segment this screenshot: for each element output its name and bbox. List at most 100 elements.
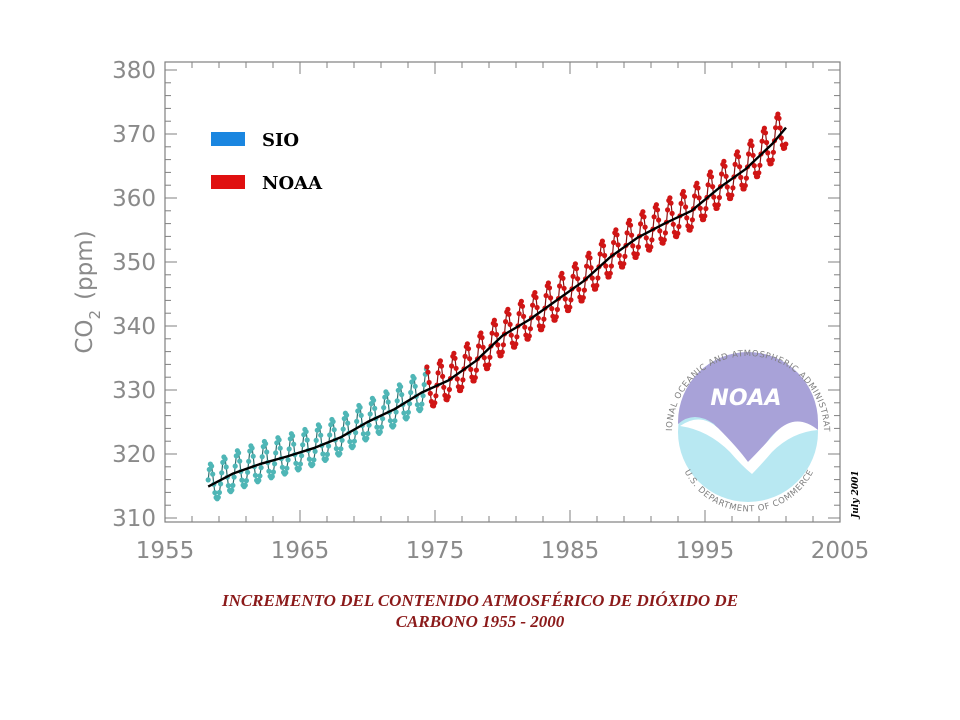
noaa-data-point: [535, 315, 541, 321]
noaa-data-point: [735, 154, 742, 160]
noaa-data-point: [580, 295, 586, 301]
noaa-data-point: [562, 296, 568, 302]
caption-line-2: CARBONO 1955 - 2000: [395, 612, 565, 631]
noaa-data-point: [711, 194, 717, 200]
noaa-data-point: [445, 394, 451, 400]
noaa-data-point: [530, 302, 536, 308]
noaa-data-point: [676, 223, 682, 230]
noaa-data-point: [573, 266, 580, 272]
sio-data-point: [290, 433, 296, 439]
noaa-data-point: [696, 195, 702, 201]
noaa-data-point: [440, 373, 446, 379]
sio-data-point: [371, 397, 377, 403]
sio-data-point: [411, 375, 417, 381]
noaa-data-point: [516, 311, 522, 317]
noaa-data-point: [716, 194, 723, 201]
y-axis-label-unit: (ppm): [72, 230, 98, 300]
noaa-data-point: [776, 115, 782, 121]
noaa-data-point: [684, 215, 690, 221]
noaa-data-point: [722, 163, 728, 169]
noaa-data-point: [616, 252, 622, 259]
sio-data-point: [297, 461, 303, 467]
sio-data-point: [243, 478, 249, 484]
noaa-data-point: [681, 194, 688, 200]
sio-data-point: [272, 461, 278, 467]
noaa-data-point: [692, 193, 698, 199]
noaa-data-point: [561, 285, 567, 291]
y-axis-label: CO2 (ppm): [72, 230, 104, 353]
sio-data-point: [245, 469, 251, 475]
y-axis-label-sub: 2: [86, 310, 104, 320]
sio-data-point: [284, 465, 290, 471]
noaa-data-point: [750, 152, 756, 158]
sio-data-point: [222, 456, 228, 462]
noaa-data-point: [559, 270, 565, 276]
sio-data-point: [212, 490, 218, 496]
sio-data-point: [333, 446, 339, 452]
noaa-data-point: [778, 135, 784, 141]
noaa-data-point: [621, 261, 627, 267]
noaa-data-point: [648, 244, 654, 250]
noaa-data-point: [668, 200, 674, 206]
noaa-data-point: [548, 295, 554, 301]
noaa-data-point: [438, 363, 445, 369]
noaa-data-point: [489, 330, 495, 336]
noaa-data-point: [730, 185, 736, 191]
sio-data-point: [401, 410, 407, 416]
sio-data-point: [354, 418, 360, 424]
sio-data-point: [230, 482, 236, 488]
noaa-data-point: [614, 232, 620, 238]
noaa-data-point: [602, 252, 608, 259]
sio-data-point: [313, 437, 319, 443]
noaa-data-point: [656, 217, 662, 223]
sio-data-point: [391, 422, 397, 429]
noaa-data-point: [626, 217, 633, 223]
sio-data-point: [345, 420, 351, 426]
figure-caption: INCREMENTO DEL CONTENIDO ATMOSFÉRICO DE …: [0, 590, 960, 632]
noaa-data-point: [526, 333, 532, 339]
noaa-data-point: [473, 367, 479, 373]
x-tick-label: 1995: [676, 538, 735, 564]
noaa-data-point: [635, 244, 642, 250]
noaa-data-point: [519, 303, 526, 309]
date-stamp: July 2001: [851, 470, 861, 520]
noaa-data-point: [721, 158, 727, 164]
sio-data-point: [320, 451, 326, 457]
sio-data-point: [387, 418, 393, 424]
noaa-data-point: [594, 282, 600, 289]
noaa-data-point: [480, 344, 486, 350]
noaa-data-point: [553, 314, 559, 320]
noaa-data-point: [640, 209, 646, 215]
noaa-data-point: [683, 204, 689, 210]
noaa-data-point: [459, 384, 465, 390]
noaa-data-point: [629, 232, 635, 238]
sio-data-point: [398, 384, 404, 390]
y-tick-label: 310: [112, 506, 156, 532]
noaa-data-point: [453, 365, 459, 371]
sio-data-point: [266, 468, 272, 474]
noaa-data-point: [654, 207, 661, 213]
noaa-data-point: [743, 175, 750, 181]
sio-data-point: [318, 432, 324, 438]
noaa-data-point: [540, 323, 546, 329]
sio-data-point: [393, 409, 399, 415]
caption-line-1: INCREMENTO DEL CONTENIDO ATMOSFÉRICO DE …: [221, 591, 739, 610]
sio-data-point: [237, 458, 243, 464]
sio-data-point: [215, 494, 221, 500]
noaa-data-point: [452, 355, 458, 361]
noaa-data-point: [589, 275, 595, 281]
noaa-data-point: [508, 332, 514, 338]
noaa-data-point: [769, 157, 775, 163]
sio-data-point: [273, 450, 279, 456]
noaa-data-point: [729, 192, 735, 198]
noaa-data-point: [773, 125, 779, 131]
sio-data-point: [242, 482, 248, 488]
sio-data-point: [232, 463, 238, 469]
noaa-data-point: [697, 205, 703, 211]
noaa-data-point: [764, 139, 770, 146]
sio-data-point: [291, 441, 297, 447]
noaa-data-point: [545, 280, 552, 286]
noaa-data-point: [715, 202, 721, 208]
noaa-data-point: [669, 210, 675, 216]
sio-data-point: [421, 382, 427, 388]
